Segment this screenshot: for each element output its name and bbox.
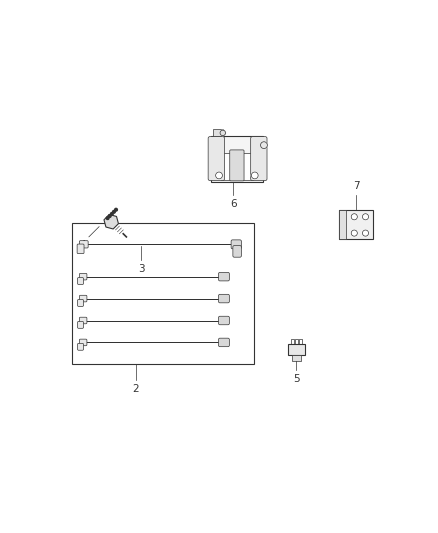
Text: 4: 4	[79, 239, 86, 249]
Circle shape	[219, 130, 225, 135]
FancyBboxPatch shape	[78, 321, 83, 328]
FancyBboxPatch shape	[78, 278, 83, 285]
FancyBboxPatch shape	[230, 240, 241, 249]
Text: 7: 7	[352, 181, 358, 191]
Circle shape	[251, 172, 258, 179]
FancyBboxPatch shape	[292, 354, 300, 361]
Bar	[72, 223, 253, 365]
FancyBboxPatch shape	[218, 338, 229, 346]
FancyBboxPatch shape	[78, 300, 83, 306]
FancyBboxPatch shape	[79, 241, 88, 248]
Circle shape	[110, 213, 113, 215]
Circle shape	[112, 211, 115, 213]
FancyBboxPatch shape	[232, 246, 241, 257]
Text: 2: 2	[132, 384, 138, 394]
Text: 3: 3	[138, 264, 144, 274]
Circle shape	[350, 214, 357, 220]
Text: 5: 5	[293, 374, 299, 384]
Circle shape	[362, 230, 368, 236]
FancyBboxPatch shape	[79, 295, 87, 302]
FancyBboxPatch shape	[218, 272, 229, 281]
FancyBboxPatch shape	[79, 317, 87, 324]
FancyBboxPatch shape	[79, 339, 87, 346]
FancyBboxPatch shape	[77, 244, 84, 254]
FancyBboxPatch shape	[218, 294, 229, 303]
Circle shape	[362, 214, 368, 220]
Circle shape	[108, 215, 111, 217]
FancyBboxPatch shape	[338, 211, 345, 239]
Circle shape	[106, 217, 109, 220]
Circle shape	[260, 142, 267, 149]
FancyBboxPatch shape	[210, 135, 263, 182]
Text: 6: 6	[230, 199, 236, 209]
Bar	[220, 152, 252, 180]
FancyBboxPatch shape	[218, 316, 229, 325]
Bar	[213, 129, 222, 136]
FancyBboxPatch shape	[78, 343, 83, 350]
FancyBboxPatch shape	[208, 136, 224, 181]
FancyBboxPatch shape	[79, 273, 87, 280]
FancyBboxPatch shape	[250, 136, 266, 181]
Circle shape	[114, 208, 117, 211]
FancyBboxPatch shape	[287, 344, 304, 354]
Circle shape	[350, 230, 357, 236]
Circle shape	[215, 172, 222, 179]
FancyBboxPatch shape	[229, 150, 244, 181]
FancyBboxPatch shape	[338, 211, 372, 239]
